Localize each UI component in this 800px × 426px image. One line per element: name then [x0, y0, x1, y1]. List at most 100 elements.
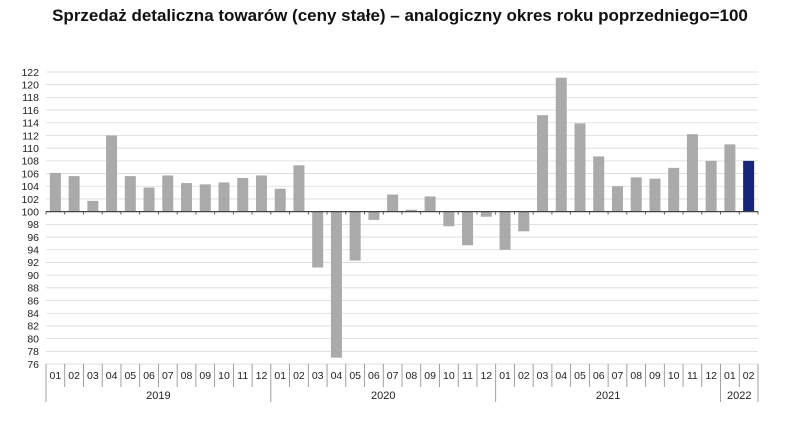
bar — [593, 156, 605, 212]
y-tick-label: 108 — [21, 156, 39, 168]
bar — [106, 135, 118, 212]
bar — [124, 176, 136, 212]
y-tick-label: 104 — [21, 181, 39, 193]
y-tick-label: 78 — [27, 346, 39, 358]
bar — [537, 115, 549, 212]
bar — [424, 196, 436, 212]
month-label: 05 — [574, 370, 586, 382]
chart-title: Sprzedaż detaliczna towarów (ceny stałe)… — [52, 6, 748, 25]
bar — [518, 211, 530, 232]
month-label: 10 — [443, 370, 455, 382]
month-label: 04 — [106, 370, 118, 382]
y-tick-label: 80 — [27, 333, 39, 345]
bar — [705, 160, 717, 212]
y-tick-label: 100 — [21, 206, 39, 218]
bar — [368, 211, 380, 220]
y-tick-label: 120 — [21, 79, 39, 91]
bar — [405, 209, 417, 212]
month-label: 11 — [687, 370, 698, 382]
y-tick-label: 88 — [27, 283, 39, 295]
y-tick-label: 96 — [27, 232, 39, 244]
month-label: 04 — [555, 370, 567, 382]
bar — [611, 186, 623, 212]
bar — [143, 187, 155, 212]
bar — [162, 175, 174, 212]
bar — [499, 211, 511, 250]
month-label: 08 — [406, 370, 418, 382]
month-label: 03 — [87, 370, 99, 382]
month-label: 07 — [387, 370, 399, 382]
month-label: 02 — [518, 370, 530, 382]
year-label: 2022 — [727, 390, 751, 402]
month-label: 09 — [199, 370, 211, 382]
bar — [199, 184, 211, 212]
month-label: 03 — [537, 370, 549, 382]
y-tick-label: 98 — [27, 219, 39, 231]
bar — [293, 165, 305, 212]
y-tick-label: 110 — [22, 143, 39, 155]
y-tick-label: 122 — [21, 67, 39, 79]
month-label: 02 — [293, 370, 305, 382]
month-label: 06 — [143, 370, 155, 382]
month-label: 08 — [630, 370, 642, 382]
year-label: 2021 — [596, 390, 620, 402]
month-label: 01 — [50, 370, 62, 382]
month-label: 08 — [181, 370, 193, 382]
bar — [274, 188, 286, 212]
month-label: 10 — [218, 370, 230, 382]
bar — [312, 211, 324, 268]
month-label: 03 — [312, 370, 324, 382]
month-label: 12 — [480, 370, 492, 382]
bar — [443, 211, 455, 227]
y-tick-label: 118 — [22, 92, 39, 104]
month-label: 05 — [349, 370, 361, 382]
bar — [255, 175, 267, 212]
bar — [686, 134, 698, 212]
bar-highlight — [743, 160, 755, 212]
month-label: 06 — [368, 370, 380, 382]
bars — [49, 77, 755, 358]
bar — [349, 211, 361, 261]
month-label: 02 — [743, 370, 755, 382]
y-tick-label: 90 — [27, 270, 39, 282]
year-label: 2019 — [146, 390, 170, 402]
bar — [555, 77, 567, 212]
bar — [181, 183, 193, 212]
month-label: 01 — [499, 370, 511, 382]
bar — [237, 178, 249, 212]
month-label: 01 — [274, 370, 286, 382]
y-tick-label: 112 — [22, 130, 39, 142]
bar — [668, 167, 680, 212]
month-label: 12 — [256, 370, 268, 382]
y-tick-label: 92 — [27, 257, 39, 269]
bar — [218, 182, 230, 212]
month-label: 11 — [462, 370, 473, 382]
bar — [649, 178, 661, 212]
y-tick-label: 76 — [27, 359, 39, 371]
y-tick-label: 102 — [21, 194, 39, 206]
bar — [87, 200, 99, 212]
y-tick-label: 84 — [27, 308, 39, 320]
month-label: 02 — [68, 370, 80, 382]
bar — [480, 211, 492, 217]
bar — [462, 211, 474, 246]
y-tick-label: 116 — [22, 105, 39, 117]
month-label: 10 — [668, 370, 680, 382]
bar — [630, 177, 642, 212]
bar — [724, 144, 736, 212]
month-label: 11 — [237, 370, 248, 382]
y-axis: 7678808284868890929496981001021041061081… — [21, 67, 39, 371]
month-label: 04 — [331, 370, 343, 382]
month-label: 05 — [124, 370, 136, 382]
y-tick-label: 82 — [27, 321, 39, 333]
y-tick-label: 106 — [21, 168, 39, 180]
year-label: 2020 — [371, 390, 395, 402]
gridlines — [46, 71, 758, 365]
month-label: 09 — [649, 370, 661, 382]
month-label: 01 — [724, 370, 736, 382]
bar — [387, 194, 399, 212]
y-tick-label: 94 — [27, 245, 39, 257]
month-label: 09 — [424, 370, 436, 382]
bar — [330, 211, 342, 358]
